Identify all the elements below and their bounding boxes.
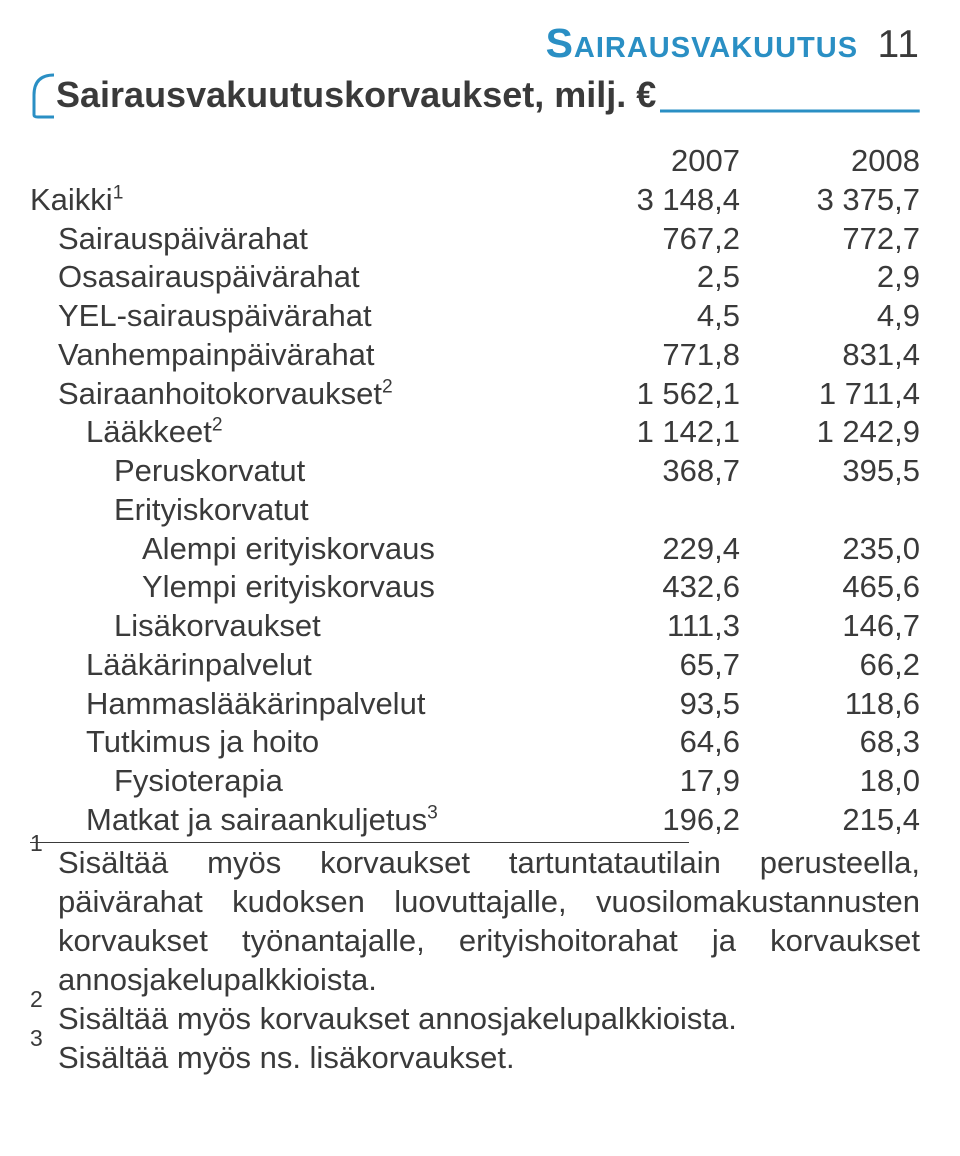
row-val-2008: 2,9 [740, 258, 920, 297]
col-header-2007: 2007 [540, 142, 740, 181]
table-row: Tutkimus ja hoito64,668,3 [30, 723, 920, 762]
table-row: Sairauspäivärahat767,2772,7 [30, 220, 920, 259]
row-val-2007: 2,5 [540, 258, 740, 297]
row-val-2007: 64,6 [540, 723, 740, 762]
row-label: Kaikki1 [30, 181, 540, 220]
footnote: 2Sisältää myös korvaukset annosjakelupal… [30, 999, 920, 1038]
table-header-row: 2007 2008 [30, 142, 920, 181]
row-label: Sairaanhoitokorvaukset2 [30, 375, 540, 414]
row-val-2008: 4,9 [740, 297, 920, 336]
underline-icon [660, 108, 920, 114]
row-label: Tutkimus ja hoito [30, 723, 540, 762]
row-val-2007: 368,7 [540, 452, 740, 491]
table-row: Kaikki13 148,43 375,7 [30, 181, 920, 220]
row-val-2007: 771,8 [540, 336, 740, 375]
row-val-2008: 18,0 [740, 762, 920, 801]
row-label: Sairauspäivärahat [30, 220, 540, 259]
row-val-2008: 146,7 [740, 607, 920, 646]
row-label: Osasairauspäivärahat [30, 258, 540, 297]
row-val-2008: 215,4 [740, 801, 920, 840]
table-row: Lääkkeet21 142,11 242,9 [30, 413, 920, 452]
footnote-text: Sisältää myös korvaukset annosjakelupalk… [58, 999, 737, 1038]
row-val-2007: 111,3 [540, 607, 740, 646]
table-row: Sairaanhoitokorvaukset21 562,11 711,4 [30, 375, 920, 414]
table-row: Alempi erityiskorvaus229,4235,0 [30, 530, 920, 569]
row-val-2007 [540, 491, 740, 530]
footnote-text: Sisältää myös ns. lisäkorvaukset. [58, 1038, 515, 1077]
row-val-2008: 465,6 [740, 568, 920, 607]
table-row: Ylempi erityiskorvaus432,6465,6 [30, 568, 920, 607]
bracket-icon [30, 73, 56, 119]
data-table: 2007 2008 Kaikki13 148,43 375,7Sairauspä… [30, 142, 920, 843]
row-label: Hammaslääkärinpalvelut [30, 685, 540, 724]
footnote-num: 3 [30, 1038, 58, 1077]
row-val-2008 [740, 491, 920, 530]
row-val-2008: 831,4 [740, 336, 920, 375]
row-label: Peruskorvatut [30, 452, 540, 491]
row-label: Fysioterapia [30, 762, 540, 801]
table-row: Hammaslääkärinpalvelut93,5118,6 [30, 685, 920, 724]
row-val-2007: 17,9 [540, 762, 740, 801]
table-row: Erityiskorvatut [30, 491, 920, 530]
row-val-2008: 1 242,9 [740, 413, 920, 452]
row-val-2008: 395,5 [740, 452, 920, 491]
row-val-2007: 1 562,1 [540, 375, 740, 414]
row-val-2008: 68,3 [740, 723, 920, 762]
row-val-2007: 1 142,1 [540, 413, 740, 452]
table-row: Vanhempainpäivärahat771,8831,4 [30, 336, 920, 375]
row-val-2007: 432,6 [540, 568, 740, 607]
footnote-num: 1 [30, 843, 58, 999]
row-label: Lääkkeet2 [30, 413, 540, 452]
row-label: Lääkärinpalvelut [30, 646, 540, 685]
brand-word: Sairausvakuutus [546, 20, 858, 66]
row-label: Erityiskorvatut [30, 491, 540, 530]
row-val-2007: 93,5 [540, 685, 740, 724]
page-number: 11 [878, 23, 921, 66]
row-val-2008: 3 375,7 [740, 181, 920, 220]
footnote: 3Sisältää myös ns. lisäkorvaukset. [30, 1038, 920, 1077]
row-sup: 3 [427, 802, 438, 823]
col-header-2008: 2008 [740, 142, 920, 181]
subtitle-row: Sairausvakuutuskorvaukset, milj. € [30, 73, 920, 116]
table-row: Matkat ja sairaankuljetus3196,2215,4 [30, 801, 920, 840]
row-label: Lisäkorvaukset [30, 607, 540, 646]
table-row: Fysioterapia17,918,0 [30, 762, 920, 801]
row-val-2007: 229,4 [540, 530, 740, 569]
row-sup: 2 [382, 376, 393, 397]
table-row: Osasairauspäivärahat2,52,9 [30, 258, 920, 297]
row-sup: 2 [212, 415, 223, 436]
row-label: Ylempi erityiskorvaus [30, 568, 540, 607]
footnote: 1Sisältää myös korvaukset tartuntatautil… [30, 843, 920, 999]
row-val-2007: 4,5 [540, 297, 740, 336]
table-row: Lisäkorvaukset111,3146,7 [30, 607, 920, 646]
row-val-2008: 772,7 [740, 220, 920, 259]
row-label: YEL-sairauspäivärahat [30, 297, 540, 336]
footnote-text: Sisältää myös korvaukset tartuntatautila… [58, 843, 920, 999]
row-label: Matkat ja sairaankuljetus3 [30, 801, 540, 840]
row-label: Vanhempainpäivärahat [30, 336, 540, 375]
subtitle-text: Sairausvakuutuskorvaukset, milj. € [56, 74, 656, 116]
row-val-2007: 3 148,4 [540, 181, 740, 220]
row-label: Alempi erityiskorvaus [30, 530, 540, 569]
row-val-2008: 235,0 [740, 530, 920, 569]
row-val-2008: 1 711,4 [740, 375, 920, 414]
brand-title: Sairausvakuutus 11 [30, 20, 920, 67]
row-val-2008: 66,2 [740, 646, 920, 685]
row-val-2007: 767,2 [540, 220, 740, 259]
row-sup: 1 [113, 182, 124, 203]
row-val-2008: 118,6 [740, 685, 920, 724]
table-row: Lääkärinpalvelut65,766,2 [30, 646, 920, 685]
table-row: Peruskorvatut368,7395,5 [30, 452, 920, 491]
footnotes: 1Sisältää myös korvaukset tartuntatautil… [30, 843, 920, 1077]
row-val-2007: 196,2 [540, 801, 740, 840]
table-row: YEL-sairauspäivärahat4,54,9 [30, 297, 920, 336]
row-val-2007: 65,7 [540, 646, 740, 685]
